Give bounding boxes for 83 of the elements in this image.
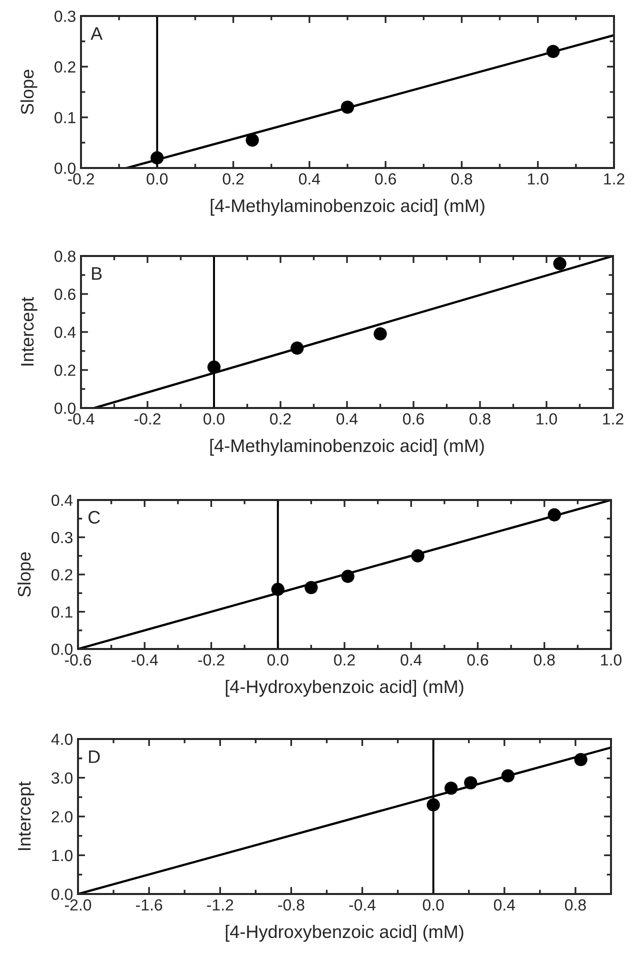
point bbox=[207, 360, 221, 374]
x-tick-label: 1.0 bbox=[528, 173, 548, 185]
point bbox=[341, 570, 354, 583]
x-axis-title: [4-Hydroxybenzoic acid] (mM) bbox=[226, 680, 464, 697]
y-tick-label: 0.4 bbox=[52, 494, 73, 506]
x-tick-label: -0.4 bbox=[349, 899, 376, 911]
y-tick-label: 0.4 bbox=[54, 326, 76, 338]
point bbox=[553, 257, 566, 270]
x-tick-label: -0.4 bbox=[68, 413, 94, 425]
x-tick-label: 0.4 bbox=[336, 413, 358, 425]
x-tick-label: 1.0 bbox=[601, 654, 622, 666]
y-tick-label: 0.6 bbox=[54, 288, 76, 300]
y-tick-label: 1.0 bbox=[52, 850, 73, 862]
x-tick-label: -0.2 bbox=[134, 413, 160, 425]
x-tick-label: 0.0 bbox=[204, 413, 224, 425]
x-tick-label: -0.4 bbox=[132, 654, 158, 666]
y-tick-label: 2.0 bbox=[52, 811, 73, 822]
point bbox=[501, 769, 515, 782]
x-tick-label: -2.0 bbox=[64, 899, 92, 911]
y-axis-title: Intercept bbox=[18, 782, 34, 850]
x-tick-label: -0.8 bbox=[278, 899, 304, 911]
y-tick-label: 0.2 bbox=[52, 569, 72, 580]
annotation: A bbox=[90, 27, 103, 40]
x-tick-label: 0.8 bbox=[534, 654, 555, 666]
x-tick-label: 1.0 bbox=[536, 413, 557, 425]
point bbox=[340, 100, 354, 114]
x-tick-label: 0.6 bbox=[375, 173, 396, 185]
y-tick-label: 0.0 bbox=[52, 888, 73, 900]
point bbox=[290, 342, 304, 355]
x-tick-label: 0.2 bbox=[270, 413, 291, 425]
y-tick-label: 0.2 bbox=[54, 61, 76, 73]
point bbox=[546, 44, 560, 58]
point bbox=[150, 151, 164, 164]
point bbox=[444, 782, 458, 795]
point bbox=[426, 798, 440, 812]
x-tick-label: 0.2 bbox=[334, 654, 355, 666]
x-tick-label: 0.8 bbox=[470, 413, 490, 425]
x-tick-label: 0.6 bbox=[467, 654, 488, 666]
point bbox=[374, 327, 387, 340]
x-tick-label: 1.2 bbox=[603, 413, 624, 424]
y-axis-title: Intercept bbox=[21, 297, 38, 366]
x-tick-label: 0.0 bbox=[146, 173, 168, 185]
x-tick-label: 1.2 bbox=[604, 173, 624, 184]
x-tick-label: 0.0 bbox=[422, 899, 444, 911]
x-tick-label: 0.8 bbox=[451, 173, 472, 185]
y-tick-label: 0.3 bbox=[54, 10, 76, 22]
y-tick-label: 0.0 bbox=[54, 162, 76, 174]
x-tick-label: 0.0 bbox=[267, 654, 288, 666]
y-tick-label: 0.3 bbox=[52, 532, 72, 544]
x-tick-label: 0.4 bbox=[298, 173, 320, 185]
y-tick-label: 0.0 bbox=[52, 644, 73, 655]
point bbox=[411, 549, 424, 562]
annotation: C bbox=[88, 510, 100, 524]
point bbox=[271, 582, 284, 596]
x-tick-label: -1.2 bbox=[207, 899, 234, 910]
x-tick-label: 0.6 bbox=[403, 413, 424, 425]
x-tick-label: -1.6 bbox=[136, 899, 162, 911]
y-tick-label: 4.0 bbox=[51, 734, 73, 745]
x-tick-label: 0.8 bbox=[564, 899, 586, 911]
x-tick-label: -0.2 bbox=[198, 654, 224, 666]
y-axis-title: Slope bbox=[20, 70, 38, 114]
x-tick-label: 0.4 bbox=[494, 899, 516, 911]
x-axis-title: [4-Methylaminobenzoic acid] (mM) bbox=[210, 198, 484, 216]
y-axis-title: Slope bbox=[17, 552, 34, 597]
point bbox=[574, 752, 588, 766]
y-tick-label: 0.1 bbox=[52, 606, 72, 618]
point bbox=[246, 134, 259, 147]
x-tick-label: -0.6 bbox=[64, 654, 92, 666]
y-tick-label: 3.0 bbox=[52, 772, 73, 784]
point bbox=[304, 580, 318, 594]
y-tick-label: 0.8 bbox=[54, 250, 76, 262]
x-tick-label: 0.2 bbox=[222, 173, 244, 185]
point bbox=[464, 776, 478, 790]
annotation: B bbox=[92, 267, 102, 280]
y-tick-label: 0.2 bbox=[54, 364, 76, 376]
annotation: D bbox=[89, 750, 100, 763]
x-axis-title: [4-Methylaminobenzoic acid] (mM) bbox=[210, 438, 484, 456]
x-axis-title: [4-Hydroxybenzoic acid] (mM) bbox=[226, 924, 464, 942]
y-tick-label: 0.1 bbox=[54, 112, 76, 124]
point bbox=[548, 508, 561, 522]
x-tick-label: 0.4 bbox=[400, 654, 422, 666]
y-tick-label: 0.0 bbox=[54, 402, 76, 414]
x-tick-label: -0.2 bbox=[68, 173, 94, 185]
